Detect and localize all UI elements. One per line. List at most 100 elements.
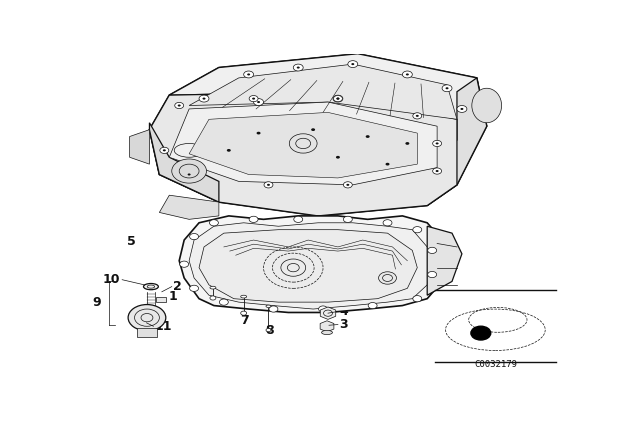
Text: 6: 6 xyxy=(203,288,211,301)
Circle shape xyxy=(319,306,328,312)
Circle shape xyxy=(257,101,260,103)
Circle shape xyxy=(403,71,412,78)
Text: 7: 7 xyxy=(240,314,249,327)
Circle shape xyxy=(293,64,303,71)
Circle shape xyxy=(383,220,392,226)
Circle shape xyxy=(413,227,422,233)
Circle shape xyxy=(337,98,339,99)
Circle shape xyxy=(247,73,250,76)
Polygon shape xyxy=(150,54,486,216)
Circle shape xyxy=(406,73,409,76)
Polygon shape xyxy=(129,129,150,164)
Circle shape xyxy=(436,170,438,172)
Text: 8: 8 xyxy=(266,324,275,337)
Circle shape xyxy=(348,60,358,68)
Ellipse shape xyxy=(143,284,158,290)
Circle shape xyxy=(266,328,271,332)
FancyBboxPatch shape xyxy=(156,297,166,302)
Circle shape xyxy=(344,216,352,223)
Circle shape xyxy=(333,95,342,102)
Circle shape xyxy=(220,299,228,305)
Circle shape xyxy=(185,172,193,177)
Circle shape xyxy=(189,233,198,240)
Circle shape xyxy=(209,220,218,226)
Text: 11: 11 xyxy=(154,320,172,333)
Polygon shape xyxy=(169,102,437,185)
Polygon shape xyxy=(169,54,486,126)
Circle shape xyxy=(241,311,246,315)
Circle shape xyxy=(442,85,452,92)
Circle shape xyxy=(428,271,436,278)
Circle shape xyxy=(311,128,315,131)
Polygon shape xyxy=(179,216,447,313)
Polygon shape xyxy=(137,328,157,336)
Ellipse shape xyxy=(266,305,271,307)
Circle shape xyxy=(294,216,303,223)
Circle shape xyxy=(269,306,278,312)
Circle shape xyxy=(333,95,343,102)
Circle shape xyxy=(428,247,436,254)
Circle shape xyxy=(337,98,339,99)
Polygon shape xyxy=(320,321,334,332)
Polygon shape xyxy=(428,78,486,206)
Circle shape xyxy=(252,98,255,99)
Circle shape xyxy=(385,163,390,165)
Circle shape xyxy=(445,87,449,89)
Circle shape xyxy=(379,272,396,284)
Text: 4: 4 xyxy=(339,305,348,318)
Circle shape xyxy=(249,95,258,102)
Circle shape xyxy=(433,140,442,146)
Text: 10: 10 xyxy=(102,272,120,285)
Circle shape xyxy=(227,149,231,152)
Circle shape xyxy=(163,149,166,151)
Circle shape xyxy=(178,104,180,107)
Circle shape xyxy=(210,296,216,300)
Circle shape xyxy=(457,105,467,112)
Circle shape xyxy=(264,182,273,188)
Circle shape xyxy=(460,108,463,110)
Ellipse shape xyxy=(321,331,332,335)
Circle shape xyxy=(336,156,340,159)
Circle shape xyxy=(413,113,422,119)
Text: 9: 9 xyxy=(92,297,101,310)
Polygon shape xyxy=(150,123,219,202)
Circle shape xyxy=(249,216,258,223)
Circle shape xyxy=(344,182,352,188)
Circle shape xyxy=(346,184,349,186)
Circle shape xyxy=(416,115,419,117)
Polygon shape xyxy=(150,92,457,216)
Circle shape xyxy=(253,99,264,105)
Circle shape xyxy=(368,302,377,309)
Circle shape xyxy=(180,261,189,267)
Text: 5: 5 xyxy=(127,235,136,248)
Polygon shape xyxy=(189,112,417,178)
Circle shape xyxy=(199,95,209,102)
Circle shape xyxy=(433,168,442,174)
Circle shape xyxy=(436,142,438,145)
Circle shape xyxy=(413,296,422,302)
Circle shape xyxy=(267,184,270,186)
Ellipse shape xyxy=(241,295,246,298)
Circle shape xyxy=(175,103,184,108)
Circle shape xyxy=(189,285,198,292)
Circle shape xyxy=(244,71,253,78)
Text: 3: 3 xyxy=(339,318,348,331)
Text: 2: 2 xyxy=(173,280,182,293)
Ellipse shape xyxy=(472,88,502,123)
Circle shape xyxy=(202,98,205,99)
Circle shape xyxy=(128,305,166,331)
Ellipse shape xyxy=(210,286,216,289)
Polygon shape xyxy=(320,307,336,319)
Polygon shape xyxy=(428,226,462,295)
Circle shape xyxy=(160,147,169,154)
Circle shape xyxy=(365,135,370,138)
Circle shape xyxy=(471,326,491,340)
Circle shape xyxy=(297,66,300,69)
Text: C0032179: C0032179 xyxy=(474,360,517,370)
Circle shape xyxy=(351,63,355,65)
Polygon shape xyxy=(189,223,432,309)
Polygon shape xyxy=(159,195,219,220)
Circle shape xyxy=(188,173,191,176)
Polygon shape xyxy=(189,64,457,119)
Circle shape xyxy=(172,159,207,183)
